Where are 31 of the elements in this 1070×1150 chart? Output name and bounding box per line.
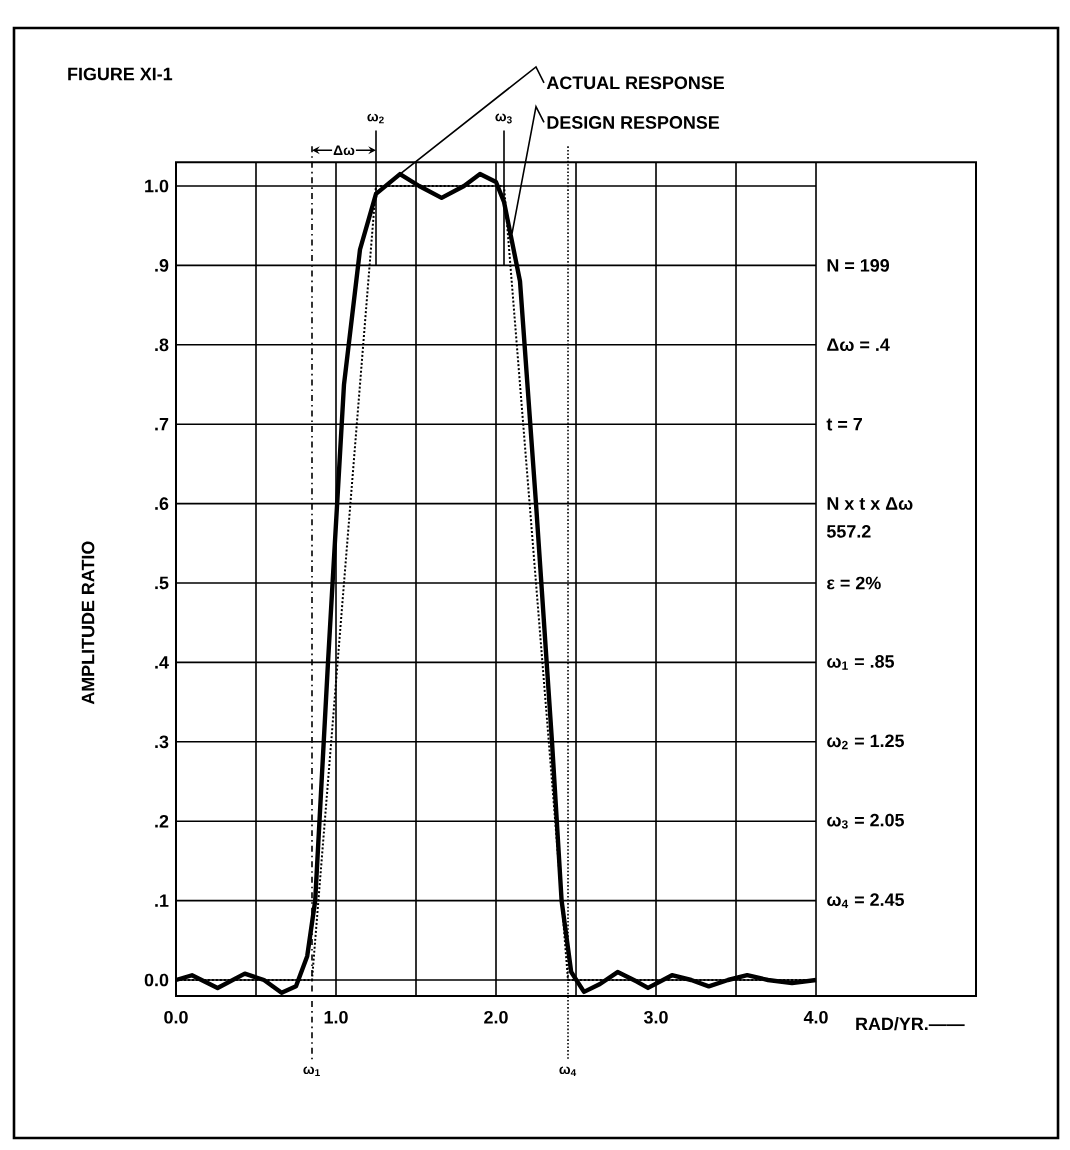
y-tick-label: .4 — [155, 656, 169, 669]
annotation: 557.2 — [826, 525, 871, 538]
y-tick-label: .3 — [155, 735, 169, 749]
y-tick-label: .6 — [155, 497, 169, 510]
annotation: ω$_{4}$ = 2.45 — [827, 893, 905, 908]
x-tick-label: 1.0 — [324, 1010, 348, 1024]
x-tick-label: 3.0 — [643, 1010, 668, 1024]
chart-title: FIGURE XI-1 — [68, 67, 173, 81]
annotation: Δω = .4 — [827, 338, 890, 352]
x-tick-label: 4.0 — [803, 1010, 828, 1024]
y-tick-label: .1 — [155, 894, 169, 907]
x-tick-label: 2.0 — [484, 1010, 508, 1024]
y-tick-label: 0.0 — [144, 973, 169, 987]
annotation: DESIGN RESPONSE — [547, 116, 720, 129]
y-tick-label: .9 — [155, 259, 169, 272]
annotation: t = 7 — [826, 417, 862, 431]
annotation: ε = 2% — [827, 576, 881, 590]
annotation: ω$_{3}$ = 2.05 — [827, 813, 905, 829]
x-tick-label: 0.0 — [164, 1010, 188, 1024]
y-tick-label: 1.0 — [145, 179, 169, 193]
y-tick-label: .2 — [155, 814, 169, 828]
annotation: ω$_{2}$ = 1.25 — [827, 734, 905, 750]
y-tick-label: .5 — [155, 576, 169, 590]
annotation: ACTUAL RESPONSE — [546, 76, 725, 90]
annotation: ω$_{1}$ = .85 — [827, 655, 895, 670]
y-axis-title: AMPLITUDE RATIO — [81, 541, 95, 705]
annotation: N x t x Δω — [827, 497, 913, 510]
y-tick-label: .7 — [155, 418, 169, 431]
y-tick-label: .8 — [155, 338, 169, 352]
x-axis-title: RAD/YR.—— — [856, 1016, 965, 1031]
annotation: N = 199 — [827, 259, 890, 272]
